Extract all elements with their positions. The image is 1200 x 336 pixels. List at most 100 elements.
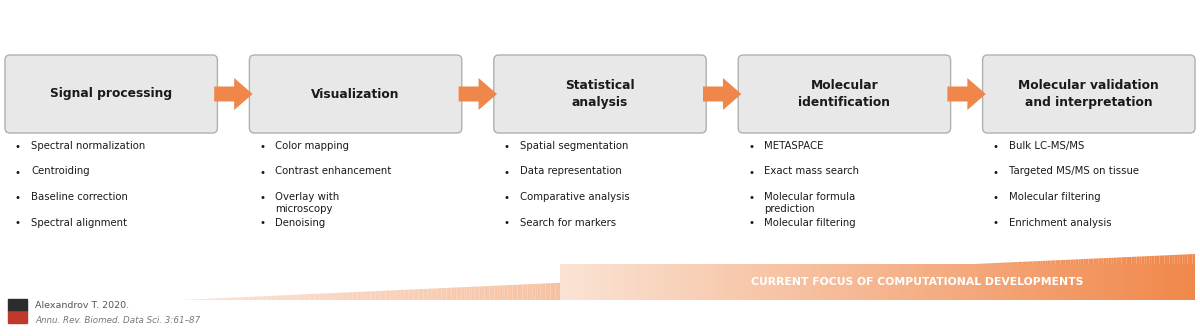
Polygon shape <box>1079 259 1081 300</box>
Polygon shape <box>776 264 778 300</box>
Polygon shape <box>829 270 832 300</box>
Polygon shape <box>1073 264 1074 300</box>
Polygon shape <box>574 282 576 300</box>
Polygon shape <box>216 298 218 300</box>
Polygon shape <box>1025 262 1027 300</box>
Polygon shape <box>624 280 626 300</box>
Polygon shape <box>764 264 767 300</box>
Polygon shape <box>804 264 806 300</box>
Polygon shape <box>332 293 335 300</box>
Polygon shape <box>233 297 236 300</box>
Polygon shape <box>911 267 913 300</box>
Polygon shape <box>934 264 935 300</box>
Polygon shape <box>1081 259 1084 300</box>
Polygon shape <box>667 278 670 300</box>
Polygon shape <box>1039 264 1042 300</box>
Polygon shape <box>396 290 398 300</box>
Polygon shape <box>1022 262 1025 300</box>
Polygon shape <box>848 264 851 300</box>
Polygon shape <box>1141 256 1145 300</box>
Polygon shape <box>563 283 565 300</box>
Polygon shape <box>733 275 736 300</box>
Polygon shape <box>460 287 462 300</box>
Polygon shape <box>1104 264 1106 300</box>
Polygon shape <box>1030 261 1032 300</box>
Polygon shape <box>428 289 431 300</box>
Polygon shape <box>1102 264 1103 300</box>
Polygon shape <box>1162 264 1163 300</box>
Polygon shape <box>755 264 757 300</box>
Polygon shape <box>1037 264 1038 300</box>
Polygon shape <box>642 264 644 300</box>
Polygon shape <box>442 288 444 300</box>
Polygon shape <box>936 264 938 300</box>
Polygon shape <box>862 264 863 300</box>
Text: Molecular filtering: Molecular filtering <box>1009 192 1100 202</box>
Polygon shape <box>636 264 637 300</box>
Polygon shape <box>988 264 989 300</box>
Text: Denoising: Denoising <box>276 217 325 227</box>
Polygon shape <box>467 287 469 300</box>
Polygon shape <box>190 299 193 300</box>
Polygon shape <box>922 264 924 300</box>
Polygon shape <box>824 271 827 300</box>
Polygon shape <box>797 272 799 300</box>
Polygon shape <box>1168 264 1170 300</box>
Polygon shape <box>673 264 674 300</box>
Polygon shape <box>773 264 774 300</box>
Polygon shape <box>677 277 680 300</box>
Polygon shape <box>602 264 605 300</box>
Polygon shape <box>1054 264 1055 300</box>
Polygon shape <box>1118 257 1122 300</box>
Polygon shape <box>269 296 271 300</box>
Polygon shape <box>769 273 772 300</box>
Polygon shape <box>658 278 660 300</box>
Polygon shape <box>244 297 246 300</box>
Polygon shape <box>1014 264 1015 300</box>
Polygon shape <box>287 295 289 300</box>
Polygon shape <box>1000 263 1002 300</box>
Polygon shape <box>362 292 365 300</box>
Polygon shape <box>875 268 878 300</box>
Polygon shape <box>980 264 983 300</box>
Polygon shape <box>779 273 781 300</box>
Polygon shape <box>745 264 748 300</box>
Polygon shape <box>1147 256 1150 300</box>
Text: •: • <box>992 168 998 177</box>
Polygon shape <box>276 296 278 300</box>
Polygon shape <box>694 264 695 300</box>
Polygon shape <box>985 264 988 300</box>
Polygon shape <box>938 265 941 300</box>
Polygon shape <box>350 292 353 300</box>
Polygon shape <box>1066 260 1068 300</box>
Text: •: • <box>992 193 998 203</box>
Text: •: • <box>16 168 22 177</box>
Polygon shape <box>617 264 619 300</box>
Polygon shape <box>1175 255 1177 300</box>
Polygon shape <box>593 264 595 300</box>
Polygon shape <box>886 268 888 300</box>
Polygon shape <box>1184 254 1187 300</box>
Polygon shape <box>931 264 934 300</box>
Polygon shape <box>1048 264 1049 300</box>
Polygon shape <box>1133 264 1135 300</box>
Text: Bulk LC-MS/MS: Bulk LC-MS/MS <box>1009 141 1084 151</box>
Polygon shape <box>700 264 701 300</box>
Polygon shape <box>535 284 538 300</box>
Text: Data representation: Data representation <box>520 167 622 176</box>
Polygon shape <box>713 264 714 300</box>
Polygon shape <box>230 298 233 300</box>
Polygon shape <box>1020 264 1022 300</box>
Polygon shape <box>344 292 348 300</box>
Polygon shape <box>570 264 571 300</box>
Polygon shape <box>307 294 310 300</box>
Polygon shape <box>1004 264 1006 300</box>
Polygon shape <box>637 264 640 300</box>
Polygon shape <box>752 264 754 300</box>
Polygon shape <box>556 283 558 300</box>
Polygon shape <box>1002 263 1004 300</box>
Polygon shape <box>403 290 406 300</box>
Polygon shape <box>754 274 756 300</box>
Polygon shape <box>838 270 840 300</box>
Polygon shape <box>1186 264 1187 300</box>
